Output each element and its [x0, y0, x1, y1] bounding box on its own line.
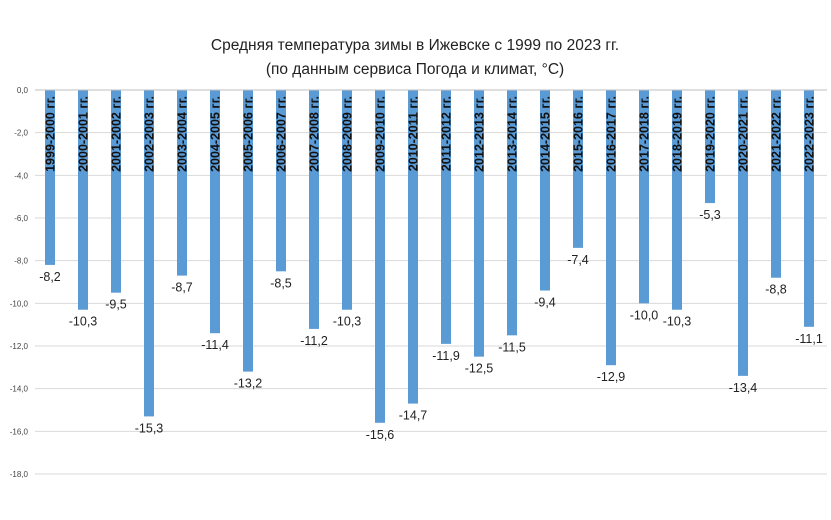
data-label: -10,3	[333, 315, 362, 329]
data-label: -14,7	[399, 409, 428, 423]
category-label: 2008-2009 гг.	[341, 96, 355, 172]
data-label: -12,9	[597, 370, 626, 384]
bar	[375, 90, 385, 423]
category-label: 2004-2005 гг.	[209, 96, 223, 172]
data-label: -10,0	[630, 308, 659, 322]
category-label: 2000-2001 гг.	[77, 96, 91, 172]
data-label: -9,5	[105, 298, 127, 312]
bar	[474, 90, 484, 357]
category-label: 2011-2012 гг.	[440, 96, 454, 171]
y-tick-label: -8,0	[14, 257, 28, 266]
bar	[342, 90, 352, 310]
y-tick-label: -10,0	[10, 299, 29, 308]
category-label: 2021-2022 гг.	[770, 96, 784, 172]
category-labels: 1999-2000 гг. 2000-2001 гг. 2001-2002 гг. 2…	[44, 96, 817, 172]
y-axis-ticks: 0,0 -2,0 -4,0 -6,0 -8,0 -10,0 -12,0 -14,0 -16,0 -…	[10, 86, 29, 479]
y-tick-label: -2,0	[14, 129, 28, 138]
bar	[45, 90, 55, 265]
category-label: 1999-2000 гг.	[44, 96, 58, 172]
data-label: -8,8	[765, 283, 787, 297]
data-label: -8,2	[39, 270, 61, 284]
category-label: 2014-2015 гг.	[539, 96, 553, 172]
chart-title: Средняя температура зимы в Ижевске с 199…	[211, 37, 619, 78]
category-label: 2010-2011 гг.	[407, 96, 421, 171]
chart-title-line-2: (по данным сервиса Погода и климат, °C)	[266, 61, 564, 78]
bar	[111, 90, 121, 293]
bar	[804, 90, 814, 327]
bar	[243, 90, 253, 372]
y-tick-label: 0,0	[17, 86, 29, 95]
data-label: -11,2	[300, 334, 328, 348]
category-label: 2007-2008 гг.	[308, 96, 322, 172]
category-label: 2005-2006 гг.	[242, 96, 256, 172]
category-label: 2018-2019 гг.	[671, 96, 685, 172]
category-label: 2020-2021 гг.	[737, 96, 751, 172]
category-label: 2009-2010 гг.	[374, 96, 388, 172]
bars	[45, 90, 814, 423]
bar	[705, 90, 715, 204]
category-label: 2015-2016 гг.	[572, 96, 586, 172]
data-label: -8,7	[171, 281, 193, 295]
data-label: -11,9	[432, 349, 460, 363]
category-label: 2002-2003 гг.	[143, 96, 157, 172]
bar	[573, 90, 583, 248]
category-label: 2022-2023 гг.	[803, 96, 817, 172]
bar	[771, 90, 781, 278]
y-tick-label: -14,0	[10, 385, 29, 394]
category-label: 2017-2018 гг.	[638, 96, 652, 172]
data-label: -15,3	[135, 421, 164, 435]
y-tick-label: -4,0	[14, 171, 28, 180]
y-tick-label: -16,0	[10, 427, 29, 436]
data-label: -11,1	[795, 332, 823, 346]
bar	[210, 90, 220, 334]
chart-title-line-1: Средняя температура зимы в Ижевске с 199…	[211, 37, 619, 54]
data-label: -7,4	[567, 253, 589, 267]
data-label: -11,4	[201, 338, 229, 352]
category-label: 2019-2020 гг.	[704, 96, 718, 172]
bar	[639, 90, 649, 304]
data-label: -12,5	[465, 362, 494, 376]
bar	[177, 90, 187, 276]
bar	[441, 90, 451, 344]
data-label: -13,4	[729, 381, 758, 395]
y-tick-label: -18,0	[10, 470, 29, 479]
bar	[507, 90, 517, 336]
bar	[276, 90, 286, 272]
category-label: 2012-2013 гг.	[473, 96, 487, 172]
data-label: -8,5	[270, 276, 292, 290]
y-tick-label: -6,0	[14, 214, 28, 223]
bar	[606, 90, 616, 366]
bar	[738, 90, 748, 376]
data-label: -10,3	[663, 315, 692, 329]
bar	[78, 90, 88, 310]
category-label: 2013-2014 гг.	[506, 96, 520, 172]
bar	[309, 90, 319, 329]
bar	[408, 90, 418, 404]
y-tick-label: -12,0	[10, 342, 29, 351]
data-label: -5,3	[699, 208, 721, 222]
gridlines	[35, 132, 827, 475]
bar	[672, 90, 682, 310]
category-label: 2016-2017 гг.	[605, 96, 619, 172]
data-label: -10,3	[69, 315, 98, 329]
data-label: -15,6	[366, 428, 395, 442]
data-label: -9,4	[534, 296, 556, 310]
data-label: -13,2	[234, 377, 263, 391]
category-label: 2003-2004 гг.	[176, 96, 190, 172]
data-label: -11,5	[498, 340, 526, 354]
category-label: 2006-2007 гг.	[275, 96, 289, 172]
data-labels: -8,2 -10,3 -9,5 -15,3 -8,7 -11,4 -13,2 -8,5 -11,…	[39, 208, 823, 442]
bar	[540, 90, 550, 291]
category-label: 2001-2002 гг.	[110, 96, 124, 172]
bar	[144, 90, 154, 417]
